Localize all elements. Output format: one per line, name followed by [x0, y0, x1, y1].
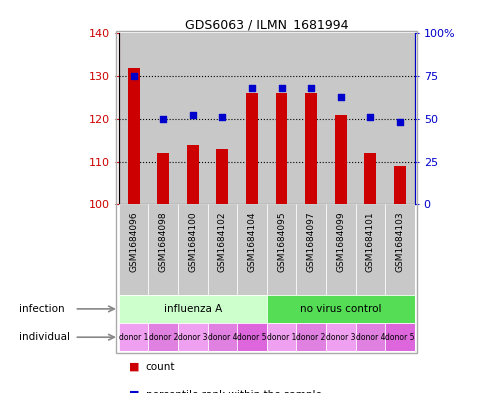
- Text: percentile rank within the sample: percentile rank within the sample: [145, 389, 321, 393]
- Bar: [119, 323, 148, 351]
- Bar: [207, 33, 237, 204]
- Bar: [186, 145, 198, 204]
- Text: no virus control: no virus control: [299, 304, 381, 314]
- Bar: [325, 323, 355, 351]
- Bar: [296, 323, 325, 351]
- Point: [129, 73, 137, 79]
- Point: [188, 112, 197, 119]
- Bar: [325, 204, 355, 295]
- Bar: [119, 295, 266, 323]
- Bar: [384, 33, 414, 204]
- Text: donor 3: donor 3: [325, 333, 355, 342]
- Text: infection: infection: [19, 304, 65, 314]
- Text: GSM1684102: GSM1684102: [217, 211, 227, 272]
- Text: ■: ■: [128, 389, 139, 393]
- Point: [395, 119, 403, 125]
- Text: donor 5: donor 5: [384, 333, 414, 342]
- Bar: [207, 204, 237, 295]
- Text: donor 2: donor 2: [148, 333, 178, 342]
- Bar: [216, 149, 228, 204]
- Text: GSM1684101: GSM1684101: [365, 211, 374, 272]
- Text: GSM1684096: GSM1684096: [129, 211, 138, 272]
- Text: GSM1684098: GSM1684098: [158, 211, 167, 272]
- Bar: [266, 323, 296, 351]
- Point: [306, 85, 314, 91]
- Point: [277, 85, 285, 91]
- Bar: [237, 33, 266, 204]
- Bar: [127, 68, 139, 204]
- Text: GSM1684097: GSM1684097: [306, 211, 315, 272]
- Bar: [266, 33, 296, 204]
- Bar: [355, 204, 384, 295]
- Bar: [119, 33, 148, 204]
- Point: [366, 114, 374, 120]
- Point: [218, 114, 226, 120]
- Bar: [363, 153, 376, 204]
- Text: individual: individual: [19, 332, 70, 342]
- Bar: [237, 323, 266, 351]
- Text: ■: ■: [128, 362, 139, 372]
- Bar: [355, 323, 384, 351]
- Bar: [296, 33, 325, 204]
- Bar: [266, 295, 414, 323]
- Bar: [207, 323, 237, 351]
- Bar: [355, 33, 384, 204]
- Text: GSM1684103: GSM1684103: [394, 211, 404, 272]
- Text: count: count: [145, 362, 175, 372]
- Bar: [178, 323, 207, 351]
- Bar: [245, 93, 257, 204]
- Text: GSM1684099: GSM1684099: [335, 211, 345, 272]
- Bar: [384, 204, 414, 295]
- Text: donor 1: donor 1: [266, 333, 296, 342]
- Bar: [237, 204, 266, 295]
- Bar: [178, 33, 207, 204]
- Bar: [148, 33, 178, 204]
- Bar: [384, 323, 414, 351]
- Text: donor 5: donor 5: [237, 333, 266, 342]
- Bar: [178, 204, 207, 295]
- Point: [159, 116, 166, 122]
- Bar: [334, 115, 346, 204]
- Bar: [275, 93, 287, 204]
- Text: donor 4: donor 4: [207, 333, 237, 342]
- Bar: [148, 323, 178, 351]
- Bar: [266, 204, 296, 295]
- Title: GDS6063 / ILMN_1681994: GDS6063 / ILMN_1681994: [184, 18, 348, 31]
- Bar: [304, 93, 317, 204]
- Text: donor 2: donor 2: [296, 333, 325, 342]
- Text: donor 1: donor 1: [119, 333, 148, 342]
- Text: GSM1684100: GSM1684100: [188, 211, 197, 272]
- Point: [247, 85, 256, 91]
- Text: GSM1684095: GSM1684095: [276, 211, 286, 272]
- Text: GSM1684104: GSM1684104: [247, 211, 256, 272]
- Point: [336, 94, 344, 100]
- Text: influenza A: influenza A: [163, 304, 222, 314]
- Bar: [296, 204, 325, 295]
- Text: donor 3: donor 3: [178, 333, 207, 342]
- Bar: [325, 33, 355, 204]
- Bar: [119, 204, 148, 295]
- Bar: [148, 204, 178, 295]
- Bar: [393, 166, 405, 204]
- Text: donor 4: donor 4: [355, 333, 384, 342]
- Bar: [157, 153, 169, 204]
